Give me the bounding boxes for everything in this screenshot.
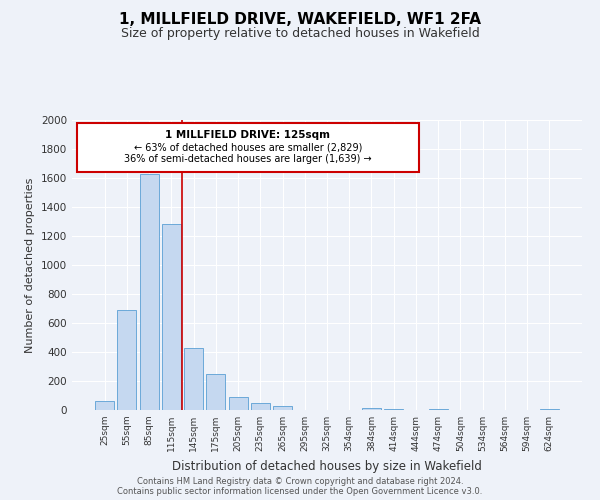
Bar <box>251 403 270 410</box>
Bar <box>206 374 225 410</box>
Y-axis label: Number of detached properties: Number of detached properties <box>25 178 35 352</box>
Bar <box>429 408 448 410</box>
Text: Contains public sector information licensed under the Open Government Licence v3: Contains public sector information licen… <box>118 488 482 496</box>
Bar <box>184 348 203 410</box>
Text: 1 MILLFIELD DRIVE: 125sqm: 1 MILLFIELD DRIVE: 125sqm <box>166 130 331 140</box>
Bar <box>384 408 403 410</box>
Text: Size of property relative to detached houses in Wakefield: Size of property relative to detached ho… <box>121 28 479 40</box>
Text: 1, MILLFIELD DRIVE, WAKEFIELD, WF1 2FA: 1, MILLFIELD DRIVE, WAKEFIELD, WF1 2FA <box>119 12 481 28</box>
Text: Contains HM Land Registry data © Crown copyright and database right 2024.: Contains HM Land Registry data © Crown c… <box>137 478 463 486</box>
Bar <box>273 406 292 410</box>
Bar <box>162 224 181 410</box>
Bar <box>140 174 158 410</box>
Bar <box>95 400 114 410</box>
Bar <box>362 408 381 410</box>
Bar <box>540 408 559 410</box>
Text: ← 63% of detached houses are smaller (2,829): ← 63% of detached houses are smaller (2,… <box>134 142 362 152</box>
Bar <box>229 397 248 410</box>
Text: 36% of semi-detached houses are larger (1,639) →: 36% of semi-detached houses are larger (… <box>124 154 372 164</box>
X-axis label: Distribution of detached houses by size in Wakefield: Distribution of detached houses by size … <box>172 460 482 472</box>
Bar <box>77 123 419 172</box>
Bar <box>118 310 136 410</box>
